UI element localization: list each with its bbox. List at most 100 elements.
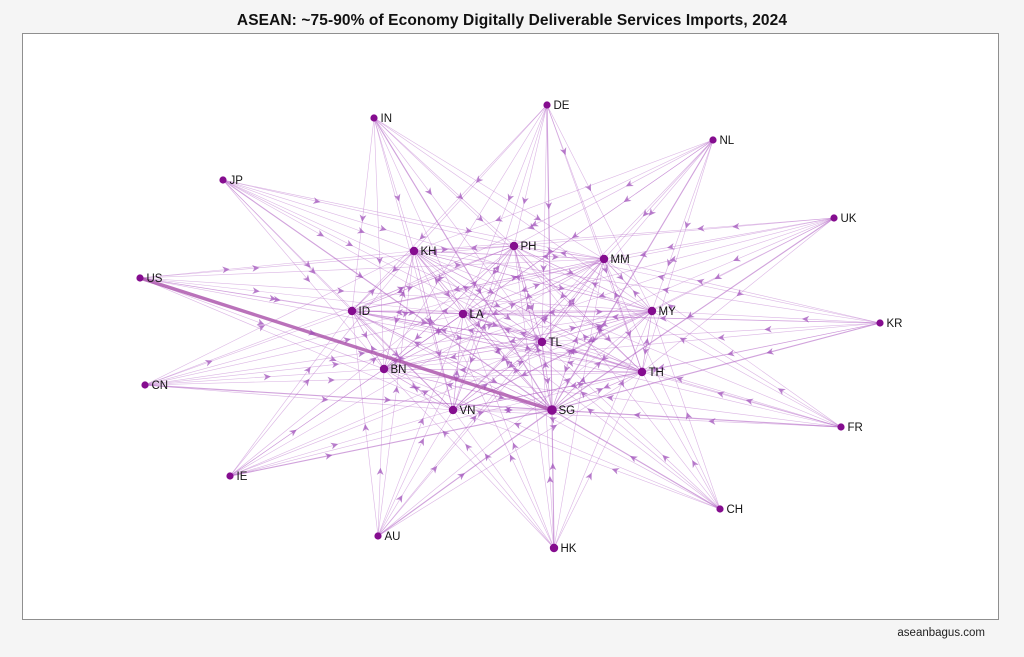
edge-UK-TH <box>641 217 835 373</box>
edge-IN-PH <box>373 117 515 247</box>
edge-DE-TL <box>540 104 548 343</box>
node-label-US: US <box>147 273 163 285</box>
edge-MM-VN <box>452 258 605 411</box>
edge-UK-MM <box>603 217 835 260</box>
edge-AU-LA <box>377 313 464 537</box>
edge-US-VN <box>139 277 454 411</box>
edge-KR-TL <box>541 322 881 343</box>
edge-MY-TH <box>641 310 653 373</box>
edge-CN-TH <box>144 371 643 386</box>
edge-HK-MY <box>553 310 653 549</box>
edge-IE-ID <box>229 310 353 477</box>
edge-ID-PH <box>351 245 515 312</box>
node-label-HK: HK <box>561 543 577 555</box>
edge-IE-BN <box>229 368 385 477</box>
node-IN[interactable] <box>370 114 378 122</box>
node-US[interactable] <box>136 274 144 282</box>
edge-CH-LA <box>462 313 721 510</box>
edge-DE-BN <box>383 104 548 370</box>
edge-FR-PH <box>513 245 842 428</box>
node-MM[interactable] <box>599 254 609 264</box>
edge-IN-VN <box>373 117 454 411</box>
edge-CN-LA <box>144 313 464 386</box>
node-NL[interactable] <box>709 136 717 144</box>
edge-VN-KH <box>413 250 454 411</box>
edge-NL-TH <box>641 139 714 373</box>
edge-KH-TL <box>413 250 543 343</box>
edge-TH-LA <box>462 313 643 373</box>
edge-AU-MY <box>377 310 653 537</box>
node-label-CH: CH <box>727 504 744 516</box>
node-label-DE: DE <box>554 100 570 112</box>
edge-TL-SG <box>541 341 553 411</box>
edge-MY-TL <box>541 310 653 343</box>
edge-CH-TH <box>641 371 721 510</box>
edge-SG-BN <box>383 368 553 411</box>
edge-NL-MY <box>651 139 714 312</box>
edge-DE-LA <box>462 104 548 315</box>
node-CN[interactable] <box>141 381 149 389</box>
edge-NL-MM <box>603 139 714 260</box>
node-JP[interactable] <box>219 176 227 184</box>
edge-PH-MY <box>513 245 653 312</box>
edge-FR-KH <box>413 250 842 428</box>
chart-title: ASEAN: ~75-90% of Economy Digitally Deli… <box>236 12 788 29</box>
edge-IE-MM <box>229 258 605 477</box>
edge-IE-VN <box>229 409 454 477</box>
edge-FR-TH <box>641 371 842 428</box>
edge-MM-KH <box>413 250 605 261</box>
node-AU[interactable] <box>374 532 382 540</box>
node-BN[interactable] <box>379 364 389 374</box>
edge-HK-PH <box>513 245 555 549</box>
edge-AU-SG <box>377 409 553 537</box>
edge-HK-TL <box>541 341 555 549</box>
edge-US-BN <box>139 277 385 370</box>
edge-KR-KH <box>413 250 881 324</box>
node-MY[interactable] <box>647 306 657 316</box>
node-FR[interactable] <box>837 423 845 431</box>
edge-IN-MY <box>373 117 653 312</box>
node-SG[interactable] <box>547 405 557 415</box>
edge-IN-ID <box>351 117 375 312</box>
node-TL[interactable] <box>537 337 547 347</box>
edge-AU-PH <box>377 245 515 537</box>
edge-AU-TH <box>377 371 643 537</box>
edge-BN-ID <box>351 310 385 370</box>
node-CH[interactable] <box>716 505 724 513</box>
edge-JP-VN <box>222 179 454 411</box>
node-PH[interactable] <box>509 241 519 251</box>
node-KH[interactable] <box>409 246 419 256</box>
edge-HK-TH <box>553 371 643 549</box>
node-VN[interactable] <box>448 405 458 415</box>
node-IE[interactable] <box>226 472 234 480</box>
edge-UK-VN <box>452 217 835 411</box>
edge-JP-TL <box>222 179 543 343</box>
node-TH[interactable] <box>637 367 647 377</box>
edge-BN-MM <box>383 258 605 370</box>
node-UK[interactable] <box>830 214 838 222</box>
edge-KR-BN <box>383 322 881 370</box>
edge-KH-BN <box>383 250 415 370</box>
edge-DE-PH <box>513 104 548 247</box>
edge-SG-LA <box>462 313 553 411</box>
edge-IE-SG <box>229 409 553 477</box>
node-label-IE: IE <box>237 471 248 483</box>
node-ID[interactable] <box>347 306 357 316</box>
node-KR[interactable] <box>876 319 884 327</box>
edge-CH-SG <box>551 409 721 510</box>
edge-KH-SG <box>413 250 553 411</box>
edge-BN-MY <box>383 310 653 370</box>
node-LA[interactable] <box>458 309 468 319</box>
edge-LA-MM <box>462 258 605 315</box>
edge-VN-MM <box>452 258 605 411</box>
node-DE[interactable] <box>543 101 551 109</box>
node-label-ID: ID <box>359 306 371 318</box>
edge-IN-MM <box>373 117 605 260</box>
chart-panel: IN DE NL JP UK KH PH MM US ID MY LA KR TL BN TH CN VN SG FR… <box>22 33 999 620</box>
node-label-AU: AU <box>385 531 401 543</box>
edge-AU-BN <box>376 368 385 537</box>
edge-MY-PH <box>513 245 653 312</box>
edge-JP-MY <box>222 179 653 312</box>
node-label-BN: BN <box>391 364 407 376</box>
node-HK[interactable] <box>549 543 559 553</box>
